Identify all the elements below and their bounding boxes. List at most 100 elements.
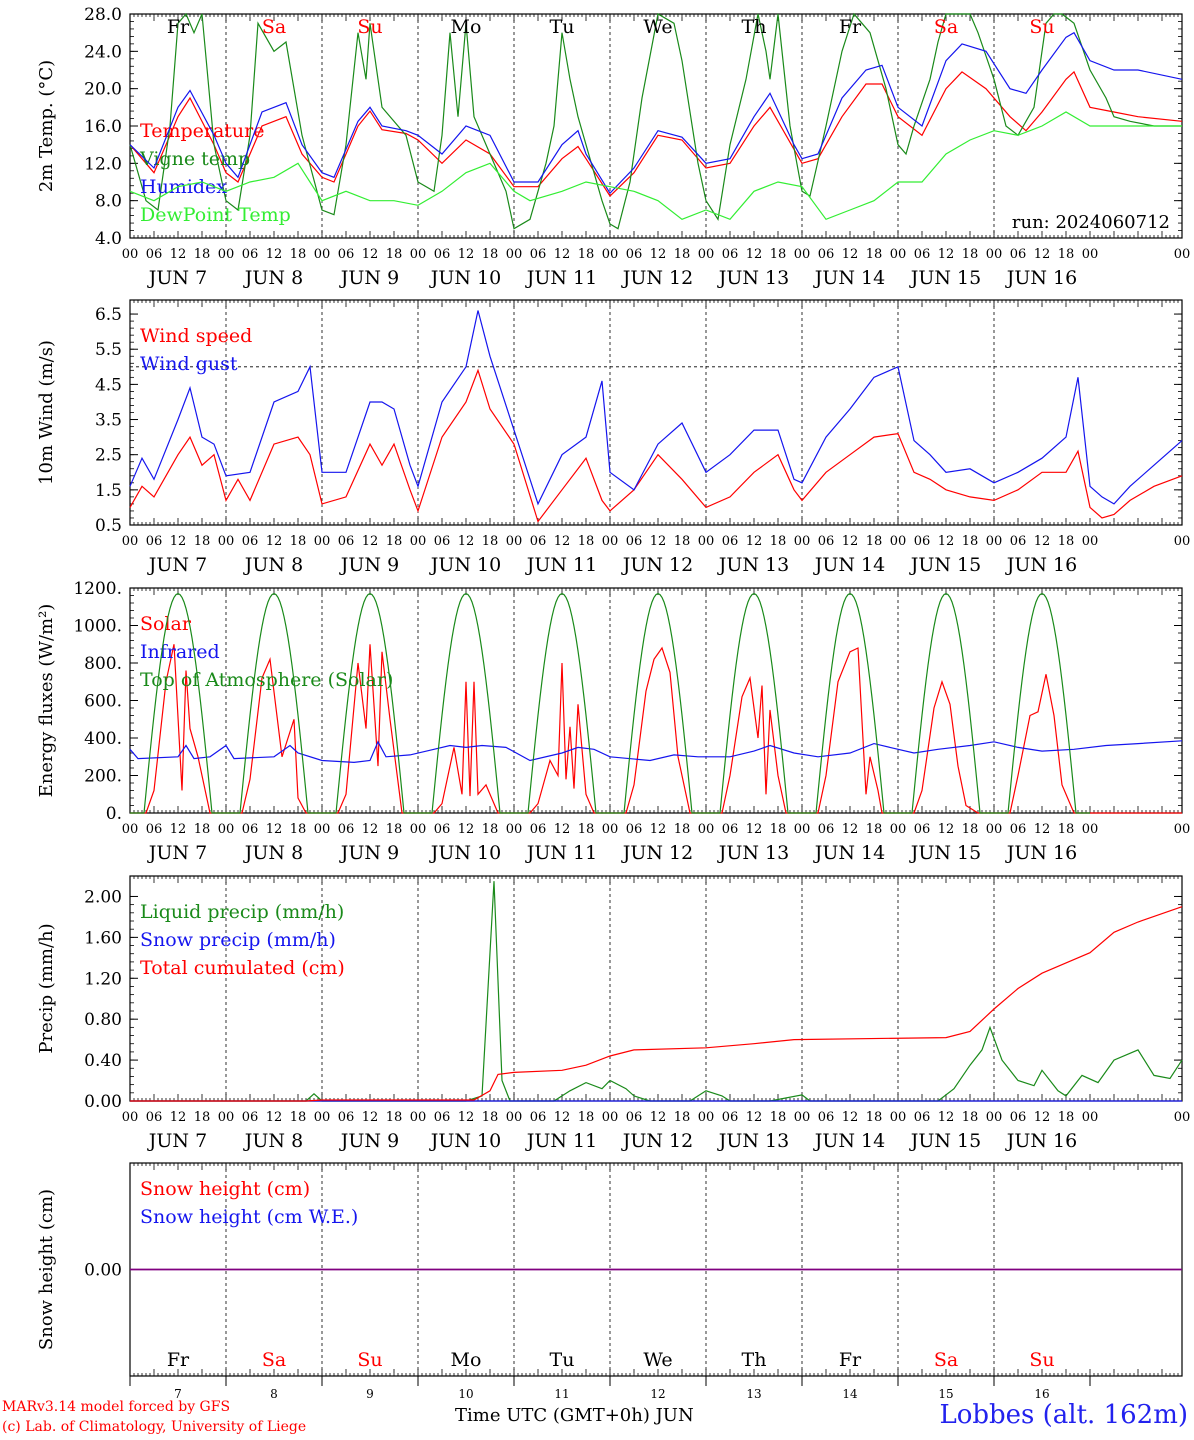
model-credit: MARv3.14 model forced by GFS [2, 1399, 231, 1415]
y-tick-label: 4.0 [95, 229, 122, 249]
hour-tick-label: 00 [794, 822, 811, 837]
day-name: Sa [262, 1349, 286, 1371]
hour-tick-label: 18 [194, 534, 211, 549]
date-label: JUN 8 [243, 842, 303, 864]
hour-tick-label: 06 [530, 1110, 547, 1125]
day-number: 7 [174, 1387, 182, 1401]
hour-tick-label: 18 [386, 1110, 403, 1125]
day-number: 14 [842, 1387, 858, 1401]
hour-tick-label: 06 [722, 1110, 739, 1125]
y-tick-label: 5.5 [95, 340, 122, 360]
y-tick-label: 1.5 [95, 481, 122, 501]
hour-tick-label: 12 [458, 822, 475, 837]
day-name: Mo [451, 1349, 482, 1371]
hour-tick-label: 00 [218, 534, 235, 549]
date-label: JUN 13 [717, 1130, 789, 1152]
day-number: 11 [554, 1387, 569, 1401]
y-tick-label: 28.0 [84, 5, 122, 25]
y-tick-label: 0. [106, 804, 122, 824]
date-label: JUN 7 [147, 554, 207, 576]
hour-tick-label: 06 [914, 534, 931, 549]
hour-tick-label: 18 [194, 1110, 211, 1125]
y-tick-label: 24.0 [84, 42, 122, 62]
hour-tick-label: 12 [842, 247, 859, 262]
date-label: JUN 14 [813, 1130, 885, 1152]
hour-tick-label: 12 [458, 1110, 475, 1125]
hour-tick-label: 12 [362, 534, 379, 549]
day-number: 8 [270, 1387, 278, 1401]
legend-entry: Wind gust [140, 353, 238, 375]
hour-tick-label: 06 [338, 247, 355, 262]
date-label: JUN 11 [525, 554, 597, 576]
hour-tick-label: 18 [482, 1110, 499, 1125]
legend-entry: Wind speed [140, 325, 252, 347]
day-name: Sa [262, 16, 286, 38]
legend-entry: Infrared [140, 641, 220, 663]
legend-entry: Humidex [140, 176, 227, 198]
hour-tick-label: 00 [506, 1110, 523, 1125]
hour-tick-label: 18 [866, 534, 883, 549]
legend-entry: Total cumulated (cm) [140, 957, 345, 979]
hour-tick-label: 00 [1082, 1110, 1099, 1125]
hour-tick-label: 00 [410, 822, 427, 837]
legend-entry: Snow height (cm) [140, 1178, 310, 1200]
hour-tick-label: 06 [434, 822, 451, 837]
date-label: JUN 11 [525, 1130, 597, 1152]
date-label: JUN 16 [1005, 267, 1077, 289]
day-name: Fr [839, 16, 862, 38]
y-tick-label: 4.5 [95, 375, 122, 395]
day-name: Su [357, 16, 382, 38]
day-number: 15 [938, 1387, 953, 1401]
hour-tick-label: 00 [314, 247, 331, 262]
hour-tick-label: 00 [122, 534, 139, 549]
date-label: JUN 10 [429, 1130, 501, 1152]
hour-tick-label: 12 [938, 247, 955, 262]
hour-tick-label: 06 [722, 247, 739, 262]
date-label: JUN 10 [429, 267, 501, 289]
hour-tick-label: 06 [914, 1110, 931, 1125]
hour-tick-label: 00 [698, 822, 715, 837]
y-tick-label: 16.0 [84, 117, 122, 137]
hour-tick-label: 12 [842, 1110, 859, 1125]
hour-tick-label: 00 [890, 1110, 907, 1125]
hour-tick-label: 06 [722, 822, 739, 837]
day-name: Fr [167, 16, 190, 38]
panel-2: 0.5 1.5 2.5 3.5 4.5 5.5 6.5 10m Wind (m/s) Wind … [36, 299, 1190, 576]
y-tick-label: 0.00 [84, 1092, 122, 1112]
hour-tick-label: 18 [386, 822, 403, 837]
hour-tick-label: 06 [146, 247, 163, 262]
day-name: Sa [934, 16, 958, 38]
y-tick-label: 800. [84, 654, 122, 674]
series-line-dewpoint-temp [129, 111, 1182, 221]
hour-tick-label: 00 [218, 822, 235, 837]
hour-tick-label: 12 [746, 534, 763, 549]
hour-tick-label: 00 [506, 247, 523, 262]
y-tick-label: 600. [84, 692, 122, 712]
hour-tick-label: 00 [1174, 822, 1191, 837]
y-axis-label: Snow height (cm) [36, 1189, 57, 1350]
series-line-humidex [129, 31, 1183, 195]
hour-tick-label: 06 [146, 534, 163, 549]
hour-tick-label: 18 [674, 1110, 691, 1125]
hour-tick-label: 00 [410, 1110, 427, 1125]
legend-entry: Temperature [140, 120, 264, 142]
hour-tick-label: 06 [1010, 534, 1027, 549]
series-line-wind-gust [129, 310, 1183, 506]
hour-tick-label: 18 [674, 247, 691, 262]
day-name: We [643, 16, 672, 38]
series-line-infrared [129, 740, 1183, 764]
hour-tick-label: 06 [626, 247, 643, 262]
y-axis-label: 10m Wind (m/s) [36, 340, 57, 485]
hour-tick-label: 00 [602, 534, 619, 549]
series-line-temperature [129, 70, 1183, 197]
hour-tick-label: 06 [626, 1110, 643, 1125]
hour-tick-label: 18 [674, 534, 691, 549]
hour-tick-label: 18 [674, 822, 691, 837]
date-label: JUN 11 [525, 267, 597, 289]
y-tick-label: 20.0 [84, 80, 122, 100]
legend-entry: Vigne temp [139, 148, 250, 170]
hour-tick-label: 18 [1058, 822, 1075, 837]
date-label: JUN 12 [621, 842, 693, 864]
hour-tick-label: 00 [314, 534, 331, 549]
